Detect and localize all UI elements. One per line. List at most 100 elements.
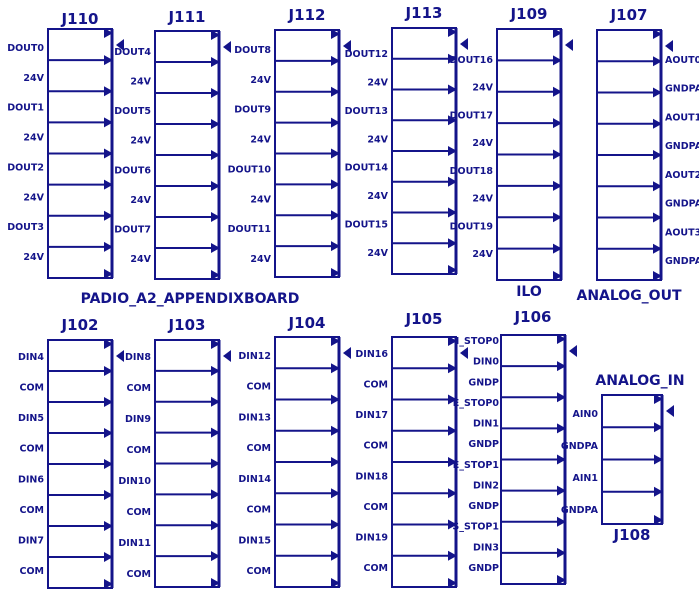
pin-label: COM [363,441,388,452]
pin-label: GNDPA [665,141,699,152]
pin-arrow-icon [557,423,566,434]
pin-arrow-icon [211,119,220,129]
pin-arrow-icon [104,339,113,349]
pin-arrow-icon [331,86,340,97]
pin-arrow-icon [331,55,340,66]
pin-label: 24V [367,77,388,88]
connector-ref: J106 [514,308,552,326]
pin-arrow-icon [557,547,566,558]
connector-j104: J104 DIN12 COM DIN13 COM DIN14 COM DIN15 COM [238,314,351,588]
pin-label: AOUT1 [665,112,699,123]
pin-arrow-icon [211,578,220,588]
pin-arrow-icon [104,366,113,376]
pin-arrow-icon [104,579,113,589]
pin-arrow-icon [653,56,662,67]
connector-ref: J107 [610,6,648,24]
pin-arrow-icon [331,519,340,530]
pin-label: 24V [23,252,44,263]
connector-caption: ANALOG_OUT [576,288,681,304]
pin-arrow-icon [448,27,457,37]
pin-label: DOUT14 [345,163,389,174]
pin-arrow-icon [211,458,220,469]
connector-j109: J109 ILO DOUT16 24V DOUT17 24V DOUT18 24V DOUT19… [450,5,573,300]
pin-arrow-icon [211,212,220,222]
pin-arrow-icon [104,521,113,531]
pin1-marker-icon [569,345,577,357]
pin-arrow-icon [211,396,220,407]
pin1-marker-icon [116,39,124,51]
pin-arrow-icon [653,150,662,160]
pin-label: DIN19 [355,532,388,543]
pin-arrow-icon [653,87,662,98]
pin-arrow-icon [553,271,562,281]
pin-label: DIN7 [18,535,44,546]
connector-ref: J110 [61,10,99,28]
pin-label: DIN15 [238,535,271,546]
pin-arrow-icon [104,86,113,97]
pin-label: DIN12 [238,351,271,362]
pin-arrow-icon [331,394,340,405]
pin-arrow-icon [553,212,562,223]
pin-arrow-icon [331,550,340,561]
pin-label: DIN3 [473,542,499,553]
pin-arrow-icon [553,86,562,97]
pin-label: 24V [130,77,151,88]
pin1-marker-icon [223,350,231,362]
pin-label: DIN4 [18,352,44,363]
connector-ref: J103 [168,316,206,334]
pin-label: DIN17 [355,410,388,421]
connector-j102: J102 DIN4 COM DIN5 COM DIN6 COM DIN7 COM [18,316,124,589]
pin1-marker-icon [116,350,124,362]
pin-arrow-icon [557,334,566,344]
pin-arrow-icon [331,117,340,128]
pin-arrow-icon [448,363,457,374]
pin-label: GNDP [468,377,499,388]
pin-arrow-icon [448,488,457,499]
pin-arrow-icon [654,486,663,497]
pin-label: DOUT10 [228,164,272,175]
pin-label: AIN1 [573,473,598,484]
pin-arrow-icon [104,552,113,562]
pin-label: AOUT2 [665,170,699,181]
pin-label: COM [363,380,388,391]
pin-arrow-icon [448,425,457,436]
pin-arrow-icon [331,29,340,39]
pin-label: DIN10 [118,476,151,487]
pin-label: GNDP [468,563,499,574]
pin-label: AOUT0 [665,55,699,66]
pin-label: DIN0 [473,357,499,368]
pin-arrow-icon [331,488,340,499]
pin1-marker-icon [343,347,351,359]
pin-label: COM [363,502,388,513]
pin-arrow-icon [653,29,662,39]
pin-arrow-icon [211,427,220,438]
pin-label: 24V [472,138,493,149]
pin-arrow-icon [331,425,340,436]
pin-arrow-icon [211,270,220,280]
pin-arrow-icon [448,265,457,275]
pin-arrow-icon [211,551,220,562]
connector-title: ANALOG_IN [595,373,684,389]
connector-j113: J113 DOUT12 24V DOUT13 24V DOUT14 24V DOUT15 24V [345,4,468,275]
pin-label: COM [19,505,44,516]
connector-ref: J108 [613,526,651,544]
connector-j110: J110 DOUT0 24V DOUT1 24V DOUT2 24V DOUT3 24V [7,10,124,279]
pin-arrow-icon [448,207,457,218]
pin-label: GNDPA [665,84,699,95]
pin-label: 24V [23,192,44,203]
pin-label: DOUT19 [450,221,493,232]
pin-arrow-icon [653,212,662,223]
pin-arrow-icon [448,394,457,405]
connector-j107: J107 ANALOG_OUT AOUT0 GNDPA AOUT1 GNDPA AOUT2 G… [576,6,699,304]
pin-label: COM [126,383,151,394]
pin-label: 24V [250,254,271,265]
pin-arrow-icon [553,118,562,129]
pin-label: DOUT9 [234,105,271,116]
pin-arrow-icon [104,269,113,279]
pin-arrow-icon [104,241,113,252]
pin-label: GNDPA [665,199,699,210]
pin-arrow-icon [211,57,220,67]
pin-label: DIN1 [473,419,499,430]
connector-j103: J103 DIN8 COM DIN9 COM DIN10 COM DIN11 COM [118,316,231,588]
